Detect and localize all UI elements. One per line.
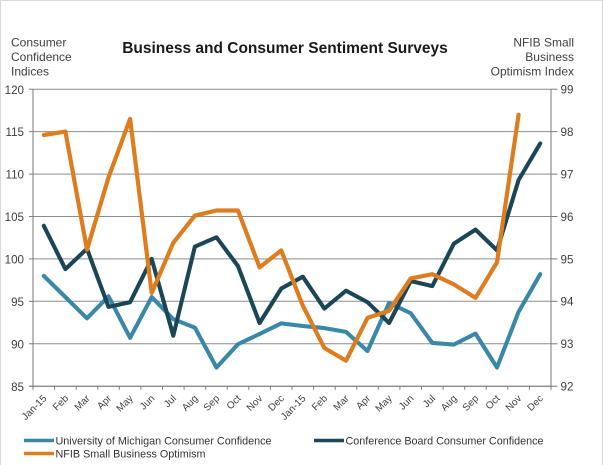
svg-text:95: 95 — [561, 253, 574, 266]
svg-text:90: 90 — [11, 338, 24, 351]
svg-text:Conference Board Consumer Conf: Conference Board Consumer Confidence — [346, 436, 544, 448]
svg-text:96: 96 — [561, 211, 574, 224]
svg-text:120: 120 — [5, 84, 24, 97]
svg-text:Confidence: Confidence — [11, 50, 72, 64]
svg-text:97: 97 — [561, 169, 574, 182]
svg-text:98: 98 — [561, 126, 574, 139]
svg-text:100: 100 — [5, 254, 24, 267]
svg-text:115: 115 — [6, 126, 24, 139]
svg-text:93: 93 — [561, 338, 574, 351]
svg-text:Indices: Indices — [11, 64, 49, 78]
svg-text:95: 95 — [11, 296, 24, 309]
svg-text:University of Michigan Consume: University of Michigan Consumer Confiden… — [56, 436, 272, 448]
svg-text:NFIB Small Business Optimism: NFIB Small Business Optimism — [56, 449, 206, 461]
svg-text:105: 105 — [5, 211, 24, 224]
svg-text:Business and Consumer Sentimen: Business and Consumer Sentiment Surveys — [122, 40, 448, 57]
svg-text:Consumer: Consumer — [11, 36, 66, 50]
svg-text:Optimism Index: Optimism Index — [491, 64, 574, 78]
svg-text:NFIB Small: NFIB Small — [513, 36, 574, 50]
svg-text:99: 99 — [561, 84, 574, 97]
svg-text:Business: Business — [525, 50, 574, 64]
svg-text:110: 110 — [6, 169, 24, 182]
svg-text:85: 85 — [11, 381, 24, 394]
svg-text:92: 92 — [561, 381, 574, 394]
svg-text:94: 94 — [561, 296, 574, 309]
